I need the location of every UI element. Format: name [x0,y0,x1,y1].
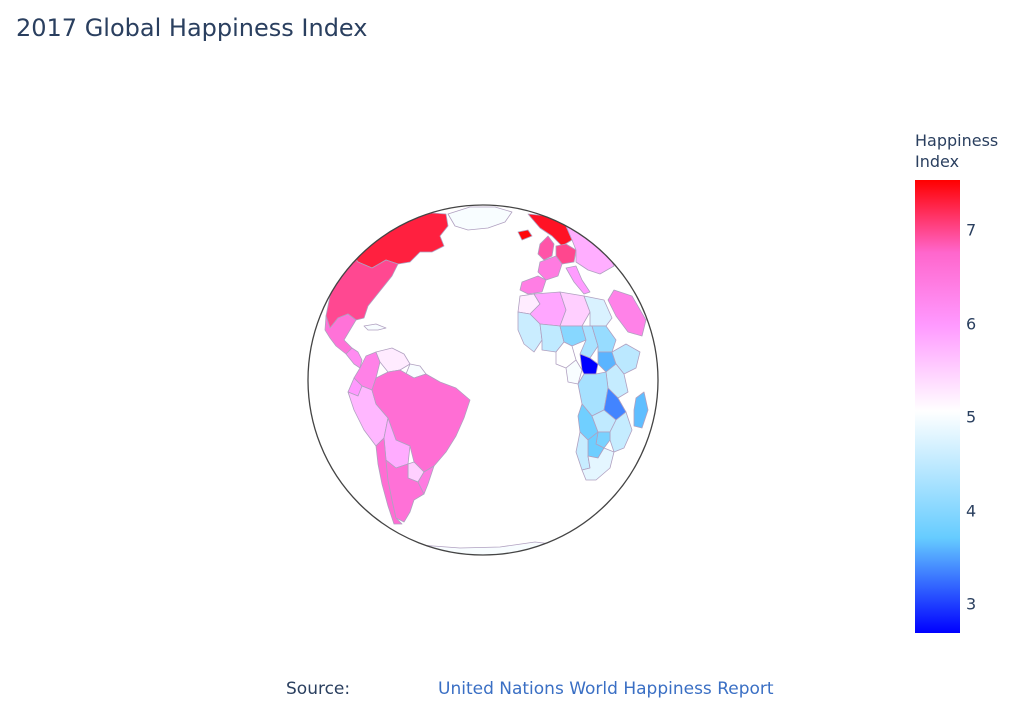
region-chile[interactable] [375,437,403,525]
region-niger[interactable] [559,325,587,347]
region-venezuela[interactable] [375,347,411,373]
source-link[interactable]: United Nations World Happiness Report [438,679,774,699]
region-caribbean[interactable] [363,323,387,331]
region-greenland[interactable] [447,206,513,231]
region-cameroon[interactable] [565,359,583,385]
colorbar-title-line2: Index [915,152,960,171]
region-uruguay[interactable] [417,465,435,495]
colorbar-title-line1: Happiness [915,131,999,150]
region-spain[interactable] [519,275,547,295]
region-central-america[interactable] [345,347,363,369]
globe-outline [307,204,659,556]
region-france[interactable] [537,255,563,281]
region-south-africa[interactable] [581,447,615,481]
colorbar-gradient [915,180,960,633]
region-madagascar[interactable] [633,391,649,429]
colorbar-tick-label: 6 [966,314,977,334]
colorbar-tick-label: 4 [966,501,977,521]
region-west-africa[interactable] [517,311,543,353]
colorbar-tick-label: 7 [966,220,977,240]
colorbar [915,180,960,633]
colorbar-tick-label: 5 [966,407,977,427]
colorbar-tick-label: 3 [966,594,977,614]
region-saudi-arabia[interactable] [607,289,647,337]
region-uk-ireland[interactable] [537,235,555,261]
region-argentina[interactable] [385,459,425,523]
source-label: Source: [286,679,351,699]
colorbar-title: Happiness Index [915,130,1015,172]
region-mexico[interactable] [324,313,357,355]
chart-title: 2017 Global Happiness Index [16,14,368,42]
region-iceland[interactable] [517,229,533,241]
region-italy[interactable] [565,265,591,295]
